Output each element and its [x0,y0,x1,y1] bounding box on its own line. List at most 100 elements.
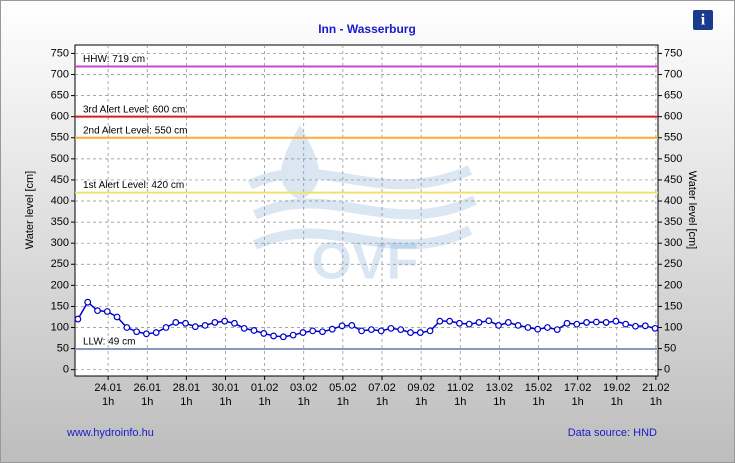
y2-tick-label: 200 [664,279,682,291]
y-tick-label: 750 [51,47,69,59]
data-point [162,324,170,331]
data-point [397,326,405,334]
data-point [387,324,395,332]
data-point [367,326,375,334]
y2-tick-label: 150 [664,300,682,312]
y2-tick-label: 450 [664,174,682,186]
data-point [309,327,317,335]
x-tick-label: 28.01 [173,382,201,394]
data-point [407,329,414,336]
data-point [456,319,463,327]
watermark-logo [247,125,478,250]
y2-tick-label: 750 [664,47,682,59]
data-point [299,329,307,336]
y2-tick-label: 350 [664,216,682,228]
data-point [622,320,630,328]
reference-label: 1st Alert Level: 420 cm [83,180,184,191]
data-point [583,319,590,326]
data-point [446,317,454,325]
data-point [279,333,287,341]
x-tick-label: 15.02 [525,382,553,394]
data-point [211,319,219,326]
watermark: OVF [312,233,419,291]
reference-label: 3rd Alert Level: 600 cm [83,104,185,115]
data-point [172,319,180,326]
data-point [573,320,581,328]
data-point [240,324,248,332]
data-point [612,317,620,325]
data-point [553,326,561,334]
y-tick-label: 200 [51,279,69,291]
data-point [641,322,649,330]
x-tick-label: 11.02 [447,382,474,394]
data-point [201,322,209,329]
x-tick-label: 24.01 [94,382,122,394]
x-tick-label: 09.02 [407,382,435,394]
x-tick-label: 17.02 [564,382,592,394]
y-tick-label: 250 [51,258,69,270]
x-tick-sublabel: 1h [611,396,623,408]
data-point [651,324,659,332]
reference-label: 2nd Alert Level: 550 cm [83,125,188,136]
y2-tick-label: 600 [664,111,682,123]
y2-tick-label: 300 [664,237,682,249]
data-point [74,315,82,323]
y2-tick-label: 400 [664,195,682,207]
y-tick-label: 600 [51,111,69,123]
y-tick-label: 0 [63,364,69,376]
data-point [495,322,502,329]
y-tick-label: 100 [51,321,69,333]
y-tick-label: 550 [51,132,69,144]
data-point [602,319,610,326]
x-tick-sublabel: 1h [532,396,544,408]
x-tick-label: 01.02 [251,382,279,394]
data-point [485,317,493,325]
x-tick-label: 21.02 [642,382,670,394]
x-tick-sublabel: 1h [572,396,584,408]
x-tick-sublabel: 1h [219,396,231,408]
y2-tick-label: 500 [664,153,682,165]
y2-tick-label: 100 [664,321,682,333]
y2-axis-label: Water level [cm] [686,171,698,249]
footer-source: Data source: HND [568,427,657,439]
y2-tick-label: 250 [664,258,682,270]
y-tick-label: 450 [51,174,69,186]
x-tick-label: 03.02 [290,382,318,394]
x-tick-label: 26.01 [133,382,161,394]
data-point [270,332,277,340]
data-point [544,324,551,331]
info-button[interactable]: i [693,10,713,30]
plot-area [74,44,659,377]
y2-tick-label: 50 [664,342,676,354]
data-point [377,327,385,335]
y-tick-label: 300 [51,237,69,249]
data-point [231,319,238,327]
footer-link[interactable]: www.hydroinfo.hu [66,427,154,439]
data-point [338,322,346,330]
data-point [328,325,336,333]
x-tick-label: 07.02 [368,382,396,394]
y-tick-label: 650 [51,90,69,102]
data-point [94,307,101,315]
data-point [250,327,258,334]
data-point [103,308,111,315]
data-point [84,298,92,306]
y-tick-label: 500 [51,153,69,165]
svg-text:i: i [701,12,706,29]
y-tick-label: 700 [51,68,69,80]
x-tick-label: 13.02 [486,382,514,394]
chart-title: Inn - Wasserburg [318,22,416,36]
data-point [504,319,512,326]
x-tick-sublabel: 1h [258,396,270,408]
data-point [133,328,141,336]
data-point [289,331,297,339]
x-tick-sublabel: 1h [180,396,192,408]
x-tick-label: 30.01 [212,382,240,394]
data-point [358,327,366,335]
data-point [632,322,639,330]
data-point [123,324,131,331]
y-tick-label: 150 [51,300,69,312]
x-tick-sublabel: 1h [650,396,662,408]
x-tick-sublabel: 1h [493,396,505,408]
